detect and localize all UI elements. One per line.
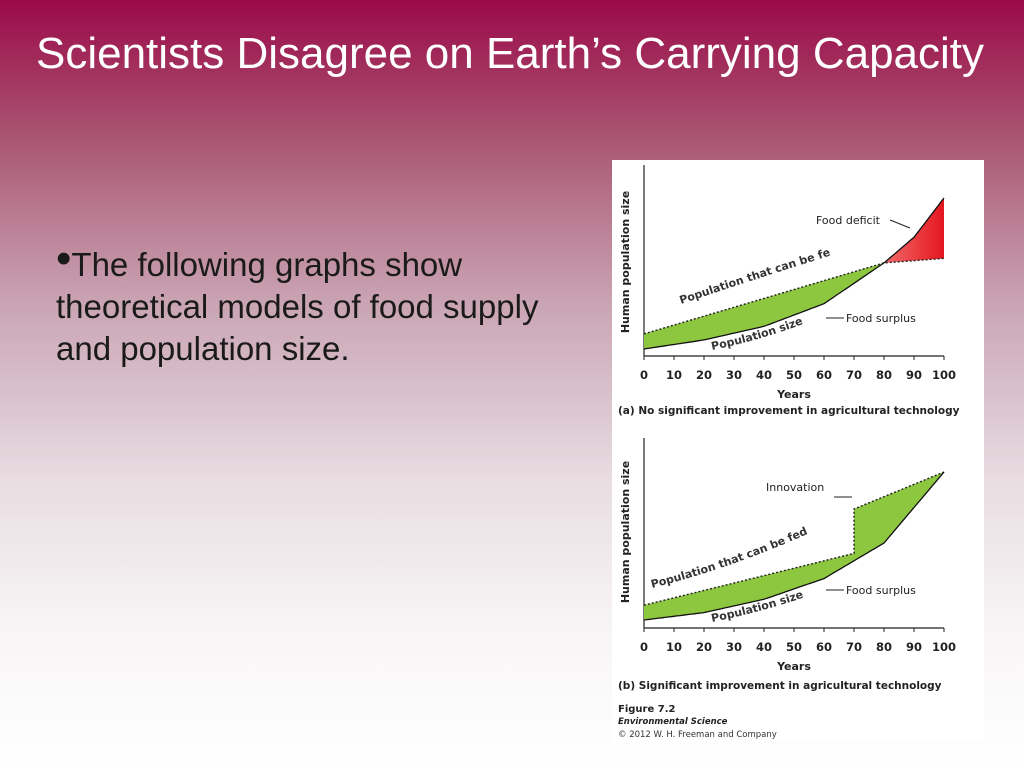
x-tick-label-a-80: 80 [876,368,892,382]
food-supply-line-b [643,471,945,606]
annotation-innovation: Innovation [766,481,824,494]
population-curve-a [643,197,945,350]
x-tick-label-a-90: 90 [906,368,922,382]
x-tick-label-b-40: 40 [756,640,772,654]
figure-copyright: © 2012 W. H. Freeman and Company [618,730,777,740]
x-tick-label-a-40: 40 [756,368,772,382]
panel-label-b: (b) Significant improvement in agricultu… [618,680,942,692]
annotation-food-deficit: Food deficit [816,214,881,227]
figure-number: Figure 7.2 [618,704,675,715]
annotation-food-surplus-b: Food surplus [846,584,916,597]
panel-label-a: (a) No significant improvement in agricu… [618,405,960,417]
x-tick-label-a-70: 70 [846,368,862,382]
x-tick-label-a-10: 10 [666,368,682,382]
x-tick-label-a-100: 100 [932,368,956,382]
food-surplus-area-b [644,472,944,620]
annotation-food-supply-a: Population that can be fed by food suppl… [612,160,832,307]
chart-panel-b: Human population size 0 10 20 30 40 50 60 70 80 9… [612,160,956,692]
food-deficit-area-a [884,198,944,263]
y-axis-label-b: Human population size [619,461,632,603]
bullet-dot-icon: • [56,234,72,283]
x-tick-label-b-60: 60 [816,640,832,654]
x-tick-label-a-0: 0 [640,368,648,382]
bullet-point: •The following graphs show theoretical m… [56,237,576,370]
x-tick-label-a-20: 20 [696,368,712,382]
x-tick-label-b-20: 20 [696,640,712,654]
slide-title: Scientists Disagree on Earth’s Carrying … [35,29,985,78]
x-tick-label-b-30: 30 [726,640,742,654]
food-surplus-area-a [644,262,884,349]
figure-7-2: Human population size 0 10 20 30 40 50 60 70 80 9… [612,160,984,742]
x-tick-label-b-90: 90 [906,640,922,654]
x-axis-label-b: Years [776,660,811,673]
y-axis-label-a: Human population size [619,191,632,333]
x-tick-labels-a: 0 10 20 30 40 50 60 70 80 90 100 [640,356,956,382]
x-tick-label-a-50: 50 [786,368,802,382]
chart-panel-a: Human population size 0 10 20 30 40 50 60 70 80 9… [612,160,960,417]
figure-svg: Human population size 0 10 20 30 40 50 60 70 80 9… [612,160,960,740]
x-tick-label-b-10: 10 [666,640,682,654]
bullet-text: The following graphs show theoretical mo… [56,246,539,367]
x-tick-label-b-100: 100 [932,640,956,654]
x-tick-labels-b: 0 10 20 30 40 50 60 70 80 90 100 [640,628,956,654]
x-tick-label-b-70: 70 [846,640,862,654]
x-tick-label-a-30: 30 [726,368,742,382]
food-deficit-leader [889,219,911,229]
population-curve-b [643,471,945,621]
x-tick-label-b-80: 80 [876,640,892,654]
x-tick-label-b-0: 0 [640,640,648,654]
x-tick-label-b-50: 50 [786,640,802,654]
x-tick-label-a-60: 60 [816,368,832,382]
x-axis-label-a: Years [776,388,811,401]
annotation-food-surplus-a: Food surplus [846,312,916,325]
figure-book: Environmental Science [618,717,728,727]
